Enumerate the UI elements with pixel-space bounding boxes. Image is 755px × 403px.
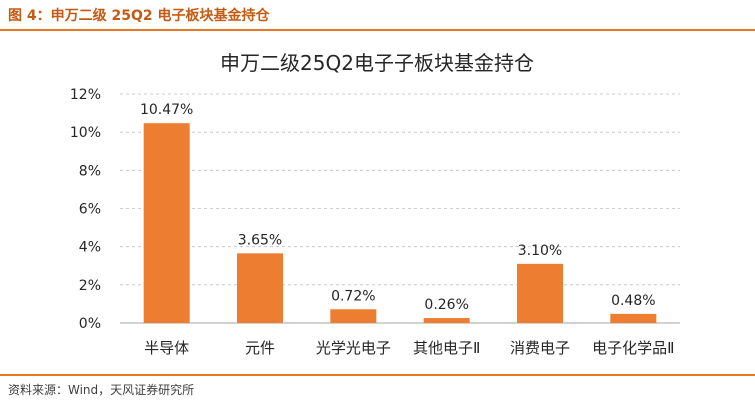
data-label: 0.26% [424,297,468,313]
bar-chart: 申万二级25Q2电子子板块基金持仓 0% 2% 4% 6% 8% 10% 12% 10.47… [70,51,680,357]
data-label: 0.48% [611,293,655,309]
bar [517,263,563,323]
gridlines [120,93,680,324]
data-label: 3.65% [238,232,282,248]
y-tick-label: 10% [70,125,101,141]
y-tick-label: 2% [79,278,101,294]
chart-title: 申万二级25Q2电子子板块基金持仓 [220,51,534,75]
data-label: 0.72% [331,288,375,304]
x-tick-label: 电子化学品Ⅱ [592,339,674,357]
y-tick-label: 6% [79,202,101,218]
x-tick-label: 其他电子Ⅱ [413,339,480,357]
x-tick-label: 元件 [245,339,275,357]
data-label: 10.47% [140,102,193,118]
y-axis-ticks: 0% 2% 4% 6% 8% 10% 12% [70,87,101,332]
bar [330,309,377,323]
figure-title: 图 4：申万二级 25Q2 电子板块基金持仓 [8,8,270,24]
y-tick-label: 8% [79,163,101,179]
y-tick-label: 0% [79,316,101,332]
data-label: 3.10% [518,243,562,259]
bars [143,123,657,323]
x-tick-label: 消费电子 [510,339,570,357]
bar [237,253,283,323]
x-tick-label: 光学光电子 [316,339,391,357]
data-labels: 10.47% 3.65% 0.72% 0.26% 3.10% 0.48% [140,102,656,313]
bar [610,313,657,323]
bar [143,123,190,323]
x-tick-label: 半导体 [144,339,189,357]
y-tick-label: 12% [70,87,101,103]
top-rule [0,29,755,31]
source-note: 资料来源：Wind，天风证券研究所 [8,383,195,397]
bottom-rule [0,374,755,376]
bar [423,318,470,323]
y-tick-label: 4% [79,240,101,256]
x-axis-ticks: 半导体 元件 光学光电子 其他电子Ⅱ 消费电子 电子化学品Ⅱ [144,339,674,357]
